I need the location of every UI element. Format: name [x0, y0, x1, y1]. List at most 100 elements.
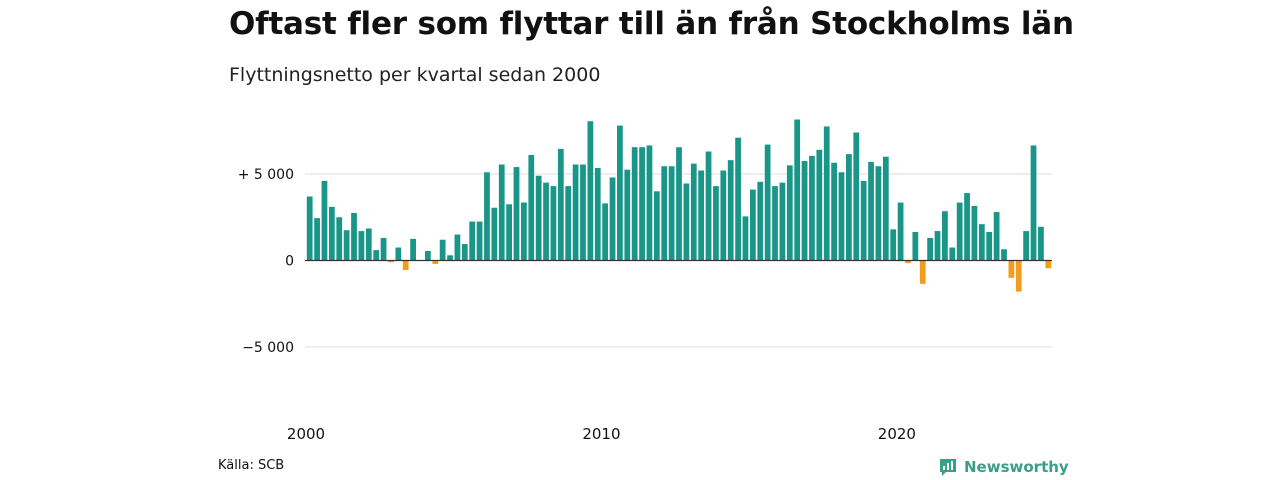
- bar: [439, 239, 446, 261]
- bar: [882, 156, 889, 261]
- bar: [565, 186, 572, 261]
- bar: [402, 260, 409, 271]
- x-axis: 2000 2010 2020: [287, 425, 916, 443]
- bar: [328, 206, 335, 261]
- bar: [646, 145, 653, 261]
- bar: [683, 183, 690, 261]
- bar-chart: −5 000 0 + 5 000 2000 2010 2020: [238, 119, 1052, 443]
- bar: [498, 164, 505, 261]
- bar: [580, 164, 586, 261]
- bar: [380, 238, 387, 261]
- bar: [543, 182, 549, 261]
- bar: [1038, 226, 1044, 261]
- bar: [772, 186, 778, 261]
- bar: [949, 247, 956, 261]
- bar: [956, 202, 963, 261]
- bar: [653, 191, 660, 261]
- bar: [846, 154, 852, 261]
- bar: [897, 202, 904, 261]
- bar: [321, 180, 328, 261]
- bar: [447, 255, 453, 261]
- bar: [986, 231, 993, 261]
- bar: [919, 260, 926, 284]
- bar: [779, 182, 786, 261]
- bar: [484, 172, 490, 261]
- bar: [410, 238, 416, 261]
- bar: [720, 170, 727, 261]
- newsworthy-logo-icon: [940, 459, 956, 476]
- bar: [749, 189, 756, 261]
- x-tick-label: 2000: [287, 425, 325, 443]
- bar: [860, 180, 867, 261]
- bar: [506, 204, 512, 261]
- bar: [809, 155, 815, 261]
- bar: [816, 149, 823, 261]
- bar: [875, 166, 882, 261]
- bars: [306, 119, 1052, 292]
- bar: [786, 165, 793, 261]
- bar: [314, 218, 320, 261]
- bar: [690, 163, 697, 261]
- brand-logo[interactable]: Newsworthy: [938, 456, 1069, 478]
- chart-title: Oftast fler som flyttar till än från Sto…: [229, 6, 1074, 42]
- bar: [661, 166, 668, 261]
- bar: [971, 206, 978, 261]
- bar: [764, 144, 771, 261]
- bar: [336, 217, 343, 261]
- bar: [934, 231, 941, 261]
- bar: [727, 160, 734, 261]
- bar: [742, 216, 749, 261]
- bar: [964, 193, 970, 261]
- bar: [365, 228, 372, 261]
- bar: [868, 161, 874, 261]
- bar: [469, 221, 476, 261]
- bar: [476, 221, 483, 261]
- bar: [454, 234, 461, 261]
- bar: [432, 260, 439, 264]
- brand-name: Newsworthy: [964, 458, 1069, 476]
- bar: [557, 148, 564, 261]
- bar: [1023, 231, 1030, 261]
- bar: [631, 147, 638, 261]
- bar: [1001, 249, 1007, 261]
- x-tick-label: 2010: [582, 425, 620, 443]
- bar: [1008, 260, 1015, 278]
- bar: [358, 231, 365, 261]
- y-axis: −5 000 0 + 5 000: [238, 167, 294, 356]
- bar: [676, 147, 682, 261]
- bar: [491, 207, 498, 261]
- bar: [713, 186, 719, 261]
- bar: [550, 186, 557, 261]
- bar: [513, 167, 520, 261]
- bar: [978, 224, 985, 261]
- bar: [535, 175, 542, 261]
- bar: [1015, 260, 1022, 292]
- bar: [587, 121, 594, 261]
- bar: [823, 126, 830, 261]
- bar: [1045, 260, 1052, 269]
- y-tick-label: + 5 000: [238, 167, 294, 183]
- bar: [602, 203, 609, 261]
- bar: [306, 196, 313, 261]
- bar: [831, 162, 837, 261]
- bar: [698, 170, 705, 261]
- bar: [594, 167, 601, 261]
- bar: [461, 244, 468, 261]
- bar: [343, 230, 350, 261]
- bar: [351, 212, 357, 261]
- bar: [890, 229, 897, 261]
- x-tick-label: 2020: [878, 425, 916, 443]
- bar: [942, 211, 948, 261]
- bar: [639, 147, 645, 261]
- bar: [424, 250, 431, 261]
- bar: [993, 212, 1000, 261]
- bar: [388, 260, 394, 263]
- bar: [521, 202, 527, 261]
- bar: [905, 260, 911, 264]
- chart-subtitle: Flyttningsnetto per kvartal sedan 2000: [229, 64, 601, 86]
- bar: [801, 161, 808, 261]
- bar: [624, 169, 631, 261]
- source-note: Källa: SCB: [218, 458, 285, 473]
- bar: [1030, 145, 1037, 261]
- bar: [373, 250, 380, 261]
